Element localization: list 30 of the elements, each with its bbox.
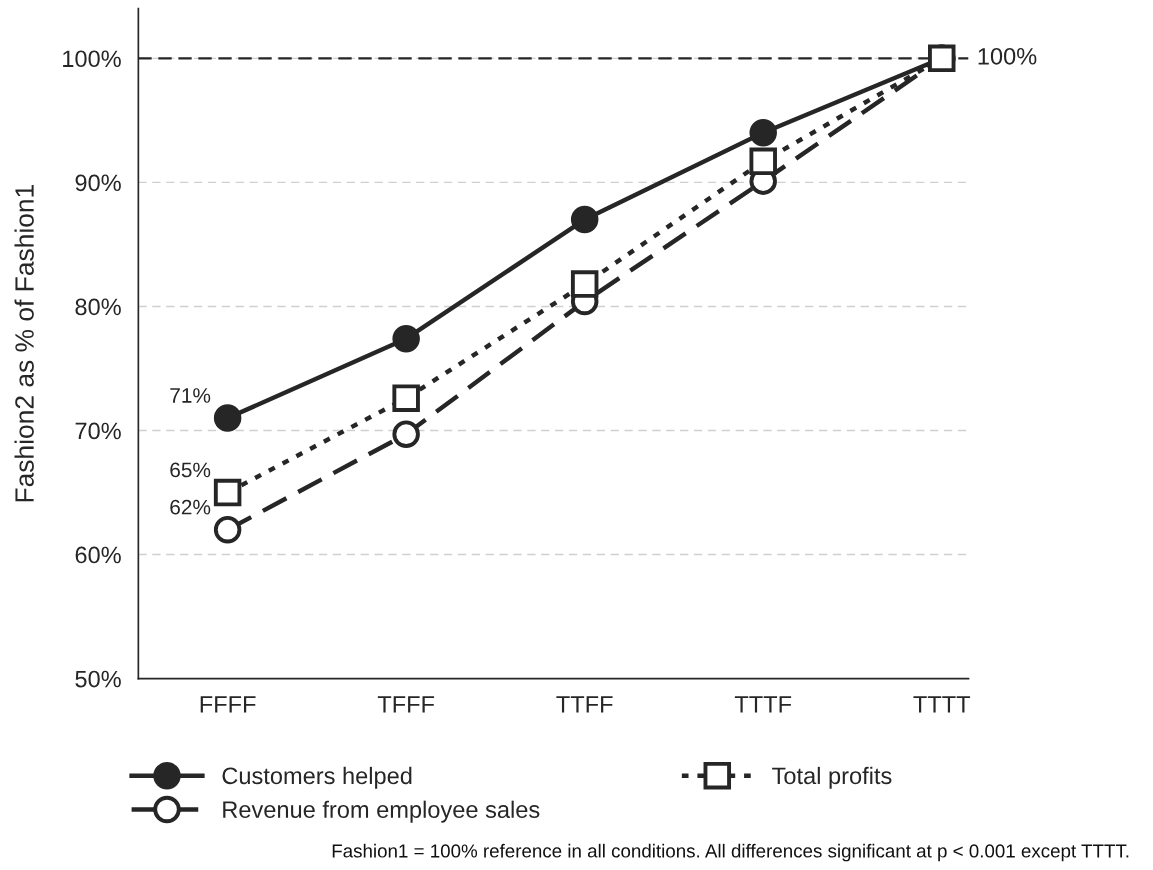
point — [392, 384, 420, 412]
y-tick-label: 60% — [75, 546, 121, 564]
point — [392, 324, 420, 353]
y-tick-label: 80% — [75, 298, 121, 316]
point — [213, 404, 242, 432]
point — [749, 147, 777, 176]
point — [570, 270, 599, 298]
y-tick-label: 50% — [75, 670, 121, 688]
annotation: 65% — [170, 462, 211, 478]
y-axis-title: Fashion2 as % of Fashion1 — [14, 185, 34, 502]
ref-line-label: 100% — [978, 47, 1037, 65]
y-tick-label: 100% — [63, 50, 121, 68]
x-tick-label: TTTT — [913, 696, 971, 713]
legend-label: Customers helped — [222, 766, 412, 789]
legend-label: Revenue from employee sales — [223, 800, 540, 823]
x-tick-label: TTTF — [734, 696, 792, 713]
annotation: 62% — [170, 499, 211, 515]
point — [213, 515, 242, 544]
y-tick-label: 70% — [75, 422, 121, 440]
legend-label: Total profits — [772, 766, 892, 789]
x-tick-label: TFFF — [377, 696, 435, 713]
y-tick-label: 90% — [75, 174, 121, 192]
x-tick-label: TTFF — [556, 696, 613, 713]
point — [213, 478, 242, 507]
text: Fashion1 = 100% reference in all conditions. All differences significant at p < 0.001 except TTTT. — [332, 843, 1129, 862]
point — [570, 205, 599, 234]
x-tick-label: FFFF — [200, 696, 256, 713]
point — [392, 420, 420, 448]
point — [749, 119, 777, 147]
annotation: 71% — [170, 388, 211, 403]
